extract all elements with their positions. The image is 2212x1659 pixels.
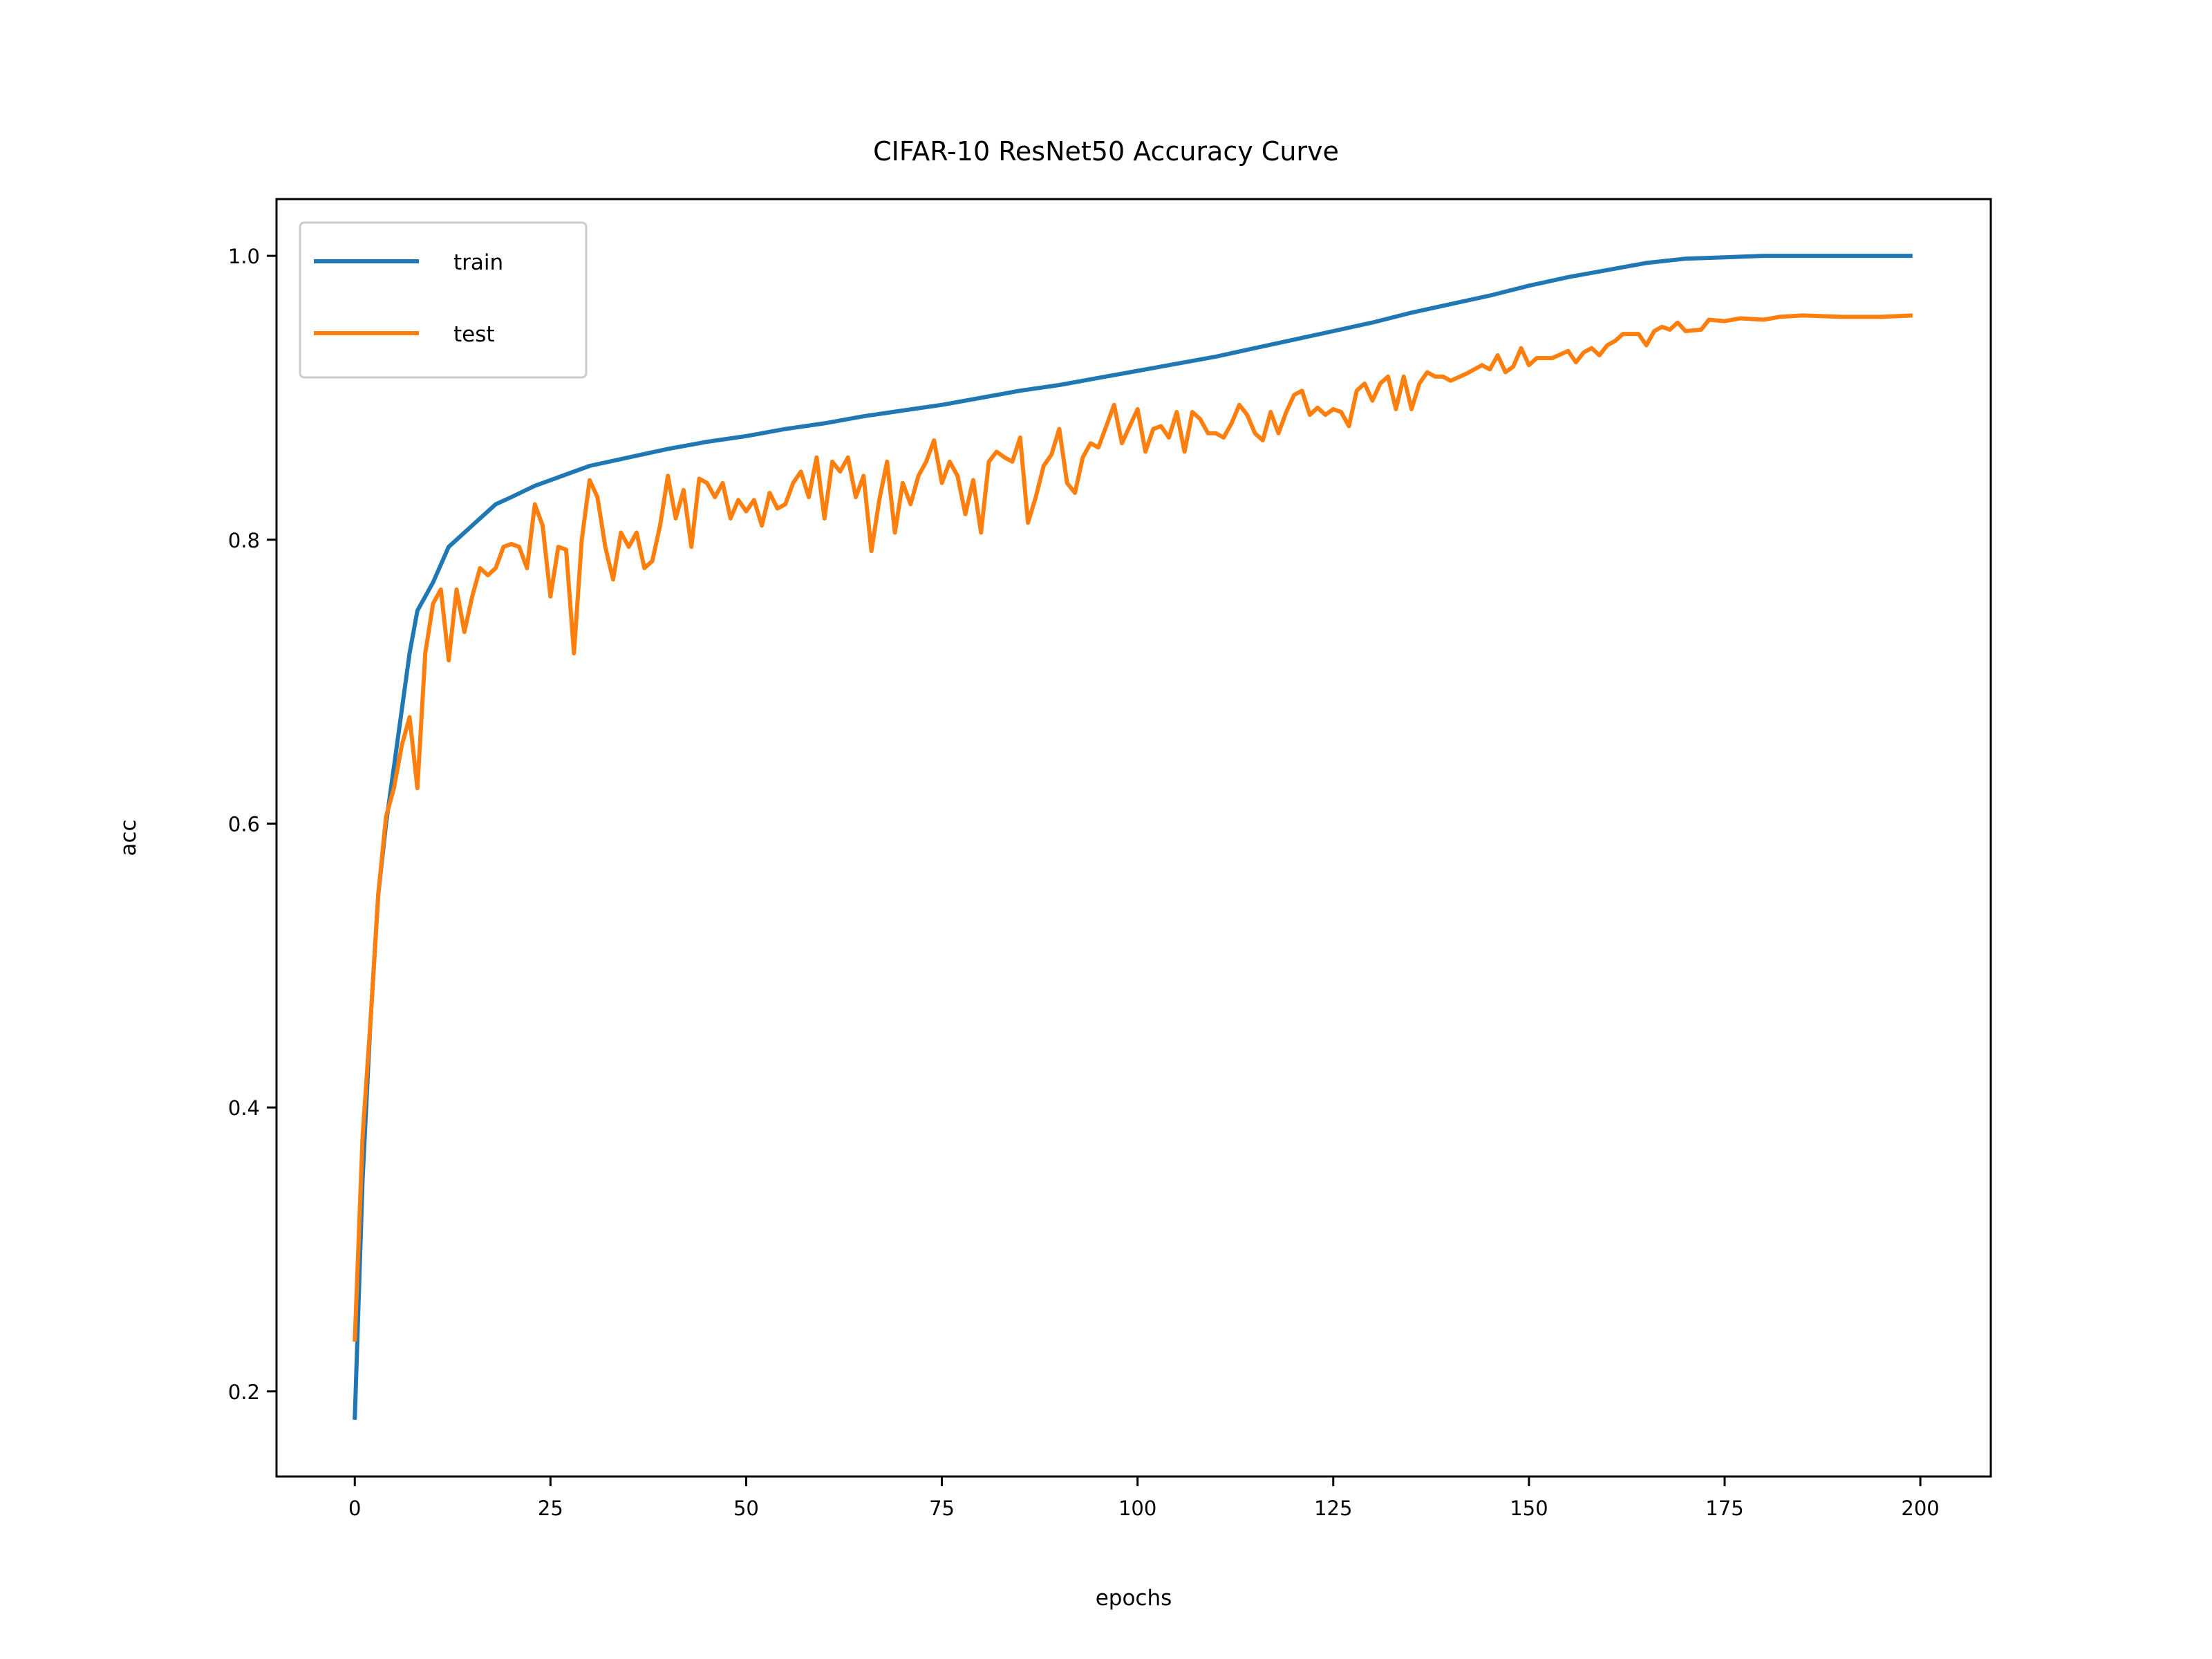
x-tick-label: 150 <box>1510 1497 1548 1520</box>
x-tick-label: 50 <box>733 1497 759 1520</box>
legend: train test <box>299 221 588 379</box>
chart-title: CIFAR-10 ResNet50 Accuracy Curve <box>873 136 1339 167</box>
y-tick-label: 0.8 <box>228 529 260 552</box>
series-line-test <box>353 313 1913 1342</box>
y-tick-label: 0.2 <box>228 1380 260 1404</box>
plot-frame <box>275 198 1992 1478</box>
x-tick-label: 75 <box>929 1497 955 1520</box>
legend-train-label: train <box>453 250 503 275</box>
y-tick-label: 1.0 <box>228 245 260 268</box>
x-axis-label: epochs <box>1096 1586 1172 1611</box>
plot-lines <box>353 254 1913 1420</box>
y-axis-ticks: 0.2 0.4 0.6 0.8 1.0 <box>228 245 276 1404</box>
x-tick-label: 125 <box>1314 1497 1352 1520</box>
x-tick-label: 25 <box>538 1497 563 1520</box>
x-tick-label: 200 <box>1901 1497 1939 1520</box>
x-tick-label: 0 <box>348 1497 361 1520</box>
legend-test-label: test <box>453 322 495 347</box>
x-tick-label: 175 <box>1705 1497 1743 1520</box>
series-line-train <box>353 254 1913 1420</box>
x-axis-ticks: 0 25 50 75 100 125 150 175 200 <box>348 1477 1940 1520</box>
x-tick-label: 100 <box>1118 1497 1156 1520</box>
y-axis-label: acc <box>116 819 141 856</box>
legend-box <box>299 221 588 379</box>
y-tick-label: 0.4 <box>228 1096 260 1120</box>
y-tick-label: 0.6 <box>228 812 260 836</box>
